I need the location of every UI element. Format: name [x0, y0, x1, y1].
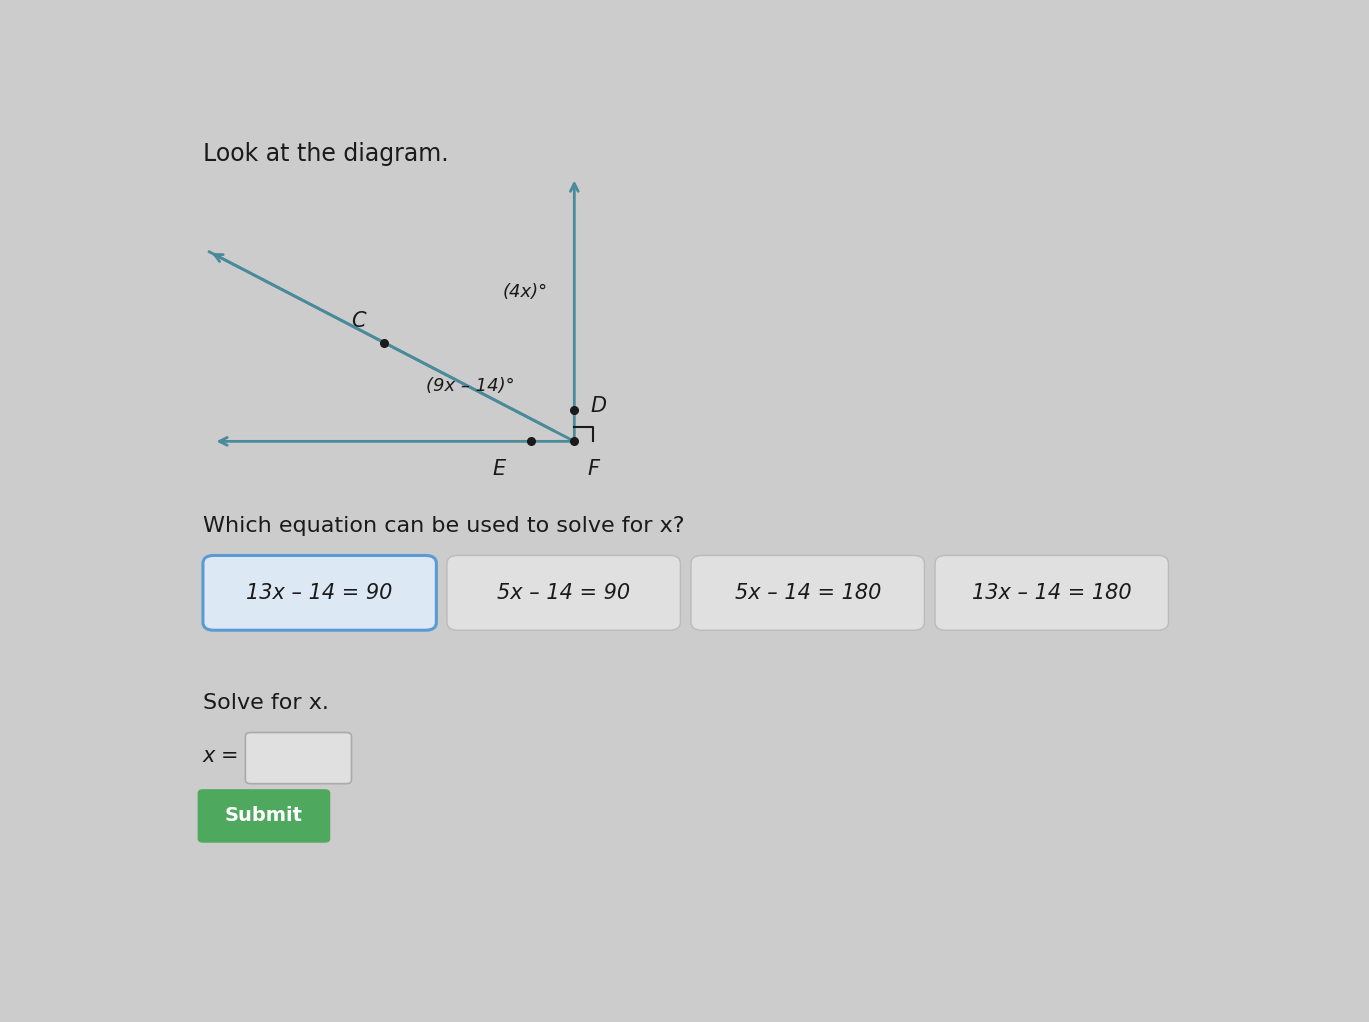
Text: C: C — [350, 311, 366, 331]
Text: F: F — [587, 459, 600, 478]
FancyBboxPatch shape — [197, 789, 330, 843]
Text: D: D — [590, 396, 606, 416]
Text: x =: x = — [203, 746, 240, 766]
Text: E: E — [493, 459, 505, 478]
Text: Submit: Submit — [225, 806, 303, 826]
Text: 5x – 14 = 180: 5x – 14 = 180 — [735, 583, 880, 603]
FancyBboxPatch shape — [203, 556, 437, 631]
Text: (9x – 14)°: (9x – 14)° — [426, 377, 515, 396]
FancyBboxPatch shape — [691, 556, 924, 631]
Text: Solve for x.: Solve for x. — [203, 693, 329, 713]
Text: 5x – 14 = 90: 5x – 14 = 90 — [497, 583, 630, 603]
Text: Which equation can be used to solve for x?: Which equation can be used to solve for … — [203, 516, 684, 537]
Text: (4x)°: (4x)° — [502, 283, 548, 300]
Text: 13x – 14 = 90: 13x – 14 = 90 — [246, 583, 393, 603]
Text: 13x – 14 = 180: 13x – 14 = 180 — [972, 583, 1132, 603]
FancyBboxPatch shape — [935, 556, 1168, 631]
FancyBboxPatch shape — [245, 733, 352, 784]
Text: Look at the diagram.: Look at the diagram. — [203, 142, 449, 167]
FancyBboxPatch shape — [448, 556, 680, 631]
